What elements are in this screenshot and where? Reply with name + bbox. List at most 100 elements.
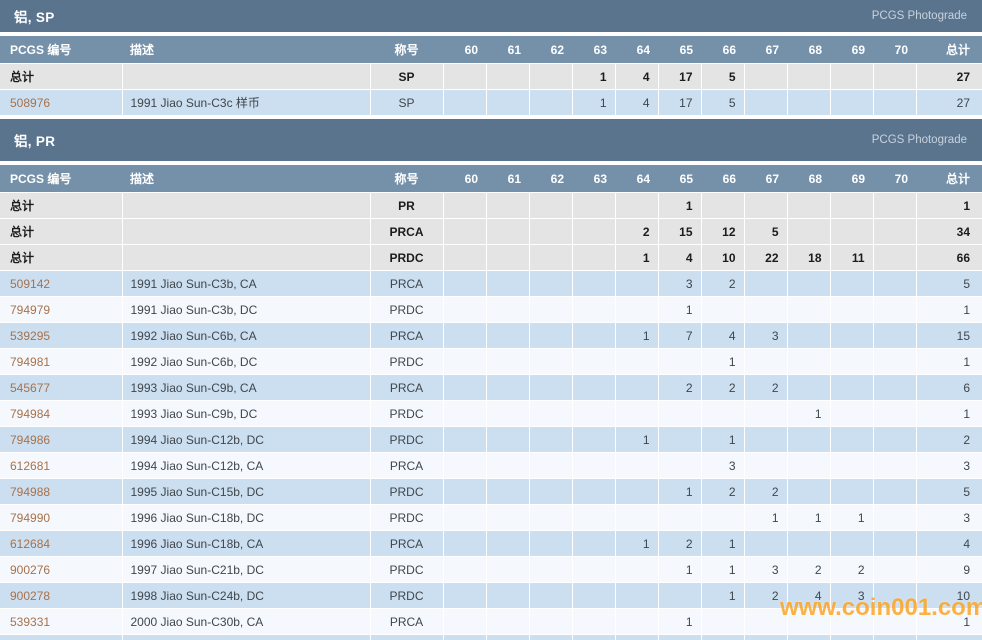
pcgs-number-cell: 539295 [0,322,123,349]
total-grade-68-count [787,63,831,90]
designation: PRCA [370,270,444,297]
pcgs-number-link[interactable]: 612681 [10,458,51,473]
pcgs-number-link[interactable]: 794988 [10,484,51,499]
grade-61-count [486,374,530,401]
col-header-grade-70: 70 [873,36,916,64]
grade-61-count [486,608,530,635]
pcgs-number-link[interactable]: 900276 [10,562,51,577]
grade-66-count: 2 [701,374,745,401]
pcgs-number-link[interactable]: 508976 [10,95,51,110]
grade-67-count: 3 [744,322,788,349]
table-row: 794986 1994 Jiao Sun-C12b, DC PRDC 1 1 2 [0,426,982,453]
total-grade-61-count [486,218,530,245]
col-header-pcgs-number: PCGS 编号 [0,36,122,64]
total-grade-64-count: 1 [615,244,659,271]
grade-62-count [529,89,573,116]
grade-67-count [744,400,788,427]
grade-64-count [615,504,659,531]
total-grade-68-count [787,192,831,219]
section-sp: 铝, SP PCGS Photograde PCGS 编号 描述 称号 60 61 62 6… [0,0,982,116]
coin-description: 1997 Jiao Sun-C21b, DC [122,556,371,583]
grade-69-count: 3 [830,582,874,609]
col-header-grade-67: 67 [744,165,787,193]
grade-69-count [830,452,874,479]
pcgs-number-link[interactable]: 545677 [10,380,51,395]
table-row: 900276 1997 Jiao Sun-C21b, DC PRDC 1 1 3 2 2 9 [0,556,982,583]
pcgs-number-link[interactable]: 900278 [10,588,51,603]
pcgs-number-cell: 509142 [0,270,123,297]
grade-61-count [486,296,530,323]
grade-63-count [572,504,616,531]
grade-63-count [572,374,616,401]
grade-60-count [443,296,487,323]
total-count: 3 [916,504,982,531]
grade-66-count [701,634,745,640]
grade-60-count [443,582,487,609]
total-grade-65-count: 4 [658,244,702,271]
pcgs-number-link[interactable]: 794981 [10,354,51,369]
photograde-link[interactable]: PCGS Photograde [871,10,967,22]
total-count: 1 [916,634,982,640]
total-grade-63-count [572,244,616,271]
coin-description: 1992 Jiao Sun-C6b, CA [122,322,371,349]
grade-64-count [615,374,659,401]
coin-description: 1991 Jiao Sun-C3c 样币 [122,89,371,116]
designation: PRCA [370,530,444,557]
total-grade-69-count [830,218,874,245]
grade-69-count [830,530,874,557]
grade-70-count [873,556,917,583]
grade-68-count [787,634,831,640]
grade-65-count [658,426,702,453]
grade-62-count [529,504,573,531]
pcgs-number-link[interactable]: 509142 [10,276,51,291]
grade-67-count [744,89,788,116]
grade-64-count [615,582,659,609]
grade-60-count [443,634,487,640]
total-grade-62-count [529,63,573,90]
pcgs-number-link[interactable]: 794986 [10,432,51,447]
grade-69-count [830,348,874,375]
grade-69-count: 1 [830,504,874,531]
pcgs-number-link[interactable]: 612684 [10,536,51,551]
total-row: 总计 SP 1 4 17 5 27 [0,63,982,90]
pcgs-number-link[interactable]: 539331 [10,614,51,629]
pcgs-number-cell: 612681 [0,452,123,479]
pcgs-number-link[interactable]: 794979 [10,302,51,317]
total-count: 6 [916,374,982,401]
grade-69-count [830,400,874,427]
grade-69-count [830,296,874,323]
designation: PRDC [370,426,444,453]
col-header-designation: 称号 [370,36,443,64]
grade-61-count [486,322,530,349]
grade-60-count [443,504,487,531]
pcgs-number-link[interactable]: 539295 [10,328,51,343]
grade-65-count [658,452,702,479]
total-grade-66-count: 10 [701,244,745,271]
grade-66-count: 1 [701,530,745,557]
section-header: 铝, PR PCGS Photograde [0,119,982,161]
grade-70-count [873,478,917,505]
total-count: 27 [916,89,982,116]
photograde-link[interactable]: PCGS Photograde [871,134,967,146]
col-header-grade-61: 61 [486,36,529,64]
total-grade-70-count [873,218,917,245]
grade-65-count: 1 [658,296,702,323]
population-table-pr: PCGS 编号 描述 称号 60 61 62 63 64 65 66 67 68 69 70 总计 总计 PR 1… [0,165,982,640]
coin-description: 1994 Jiao Sun-C12b, DC [122,426,371,453]
col-header-grade-70: 70 [873,165,916,193]
pcgs-number-link[interactable]: 794990 [10,510,51,525]
grade-64-count [615,478,659,505]
grade-70-count [873,530,917,557]
total-grade-66-count: 5 [701,63,745,90]
total-count: 1 [916,400,982,427]
grade-63-count [572,556,616,583]
grade-70-count [873,634,917,640]
total-grade-62-count [529,192,573,219]
designation: PRDC [370,348,444,375]
pcgs-number-link[interactable]: 794984 [10,406,51,421]
total-grade-62-count [529,244,573,271]
col-header-grade-69: 69 [830,36,873,64]
grade-66-count: 2 [701,478,745,505]
designation: PRCA [370,374,444,401]
grade-70-count [873,452,917,479]
